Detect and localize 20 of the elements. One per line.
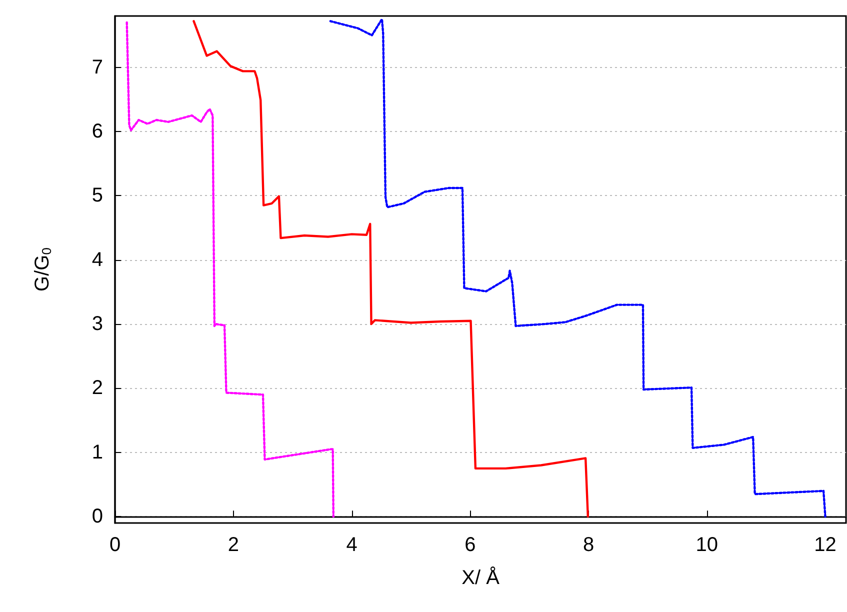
- y-tick-label: 5: [92, 184, 103, 207]
- y-tick-label: 4: [92, 248, 103, 271]
- line-series: [329, 18, 826, 518]
- x-tick-label: 2: [228, 534, 239, 556]
- y-tick-label: 1: [92, 441, 103, 464]
- x-tick-label: 0: [109, 534, 121, 556]
- x-tick-label: 8: [582, 534, 594, 556]
- x-axis-title: X/ Å: [462, 566, 500, 589]
- y-tick-label: 7: [92, 56, 103, 78]
- line-series: [126, 21, 335, 518]
- x-tick-label: 12: [814, 534, 836, 556]
- y-tick-label: 3: [92, 313, 103, 336]
- x-tick-label: 4: [346, 534, 358, 556]
- x-tick-label: 6: [464, 534, 476, 556]
- x-tick-label: 10: [696, 534, 718, 556]
- line-series: [192, 20, 590, 518]
- y-tick-label: 2: [92, 377, 103, 400]
- y-tick-label: 0: [92, 506, 103, 528]
- y-tick-label: 6: [92, 120, 103, 143]
- y-axis-title: G/G0: [32, 248, 54, 292]
